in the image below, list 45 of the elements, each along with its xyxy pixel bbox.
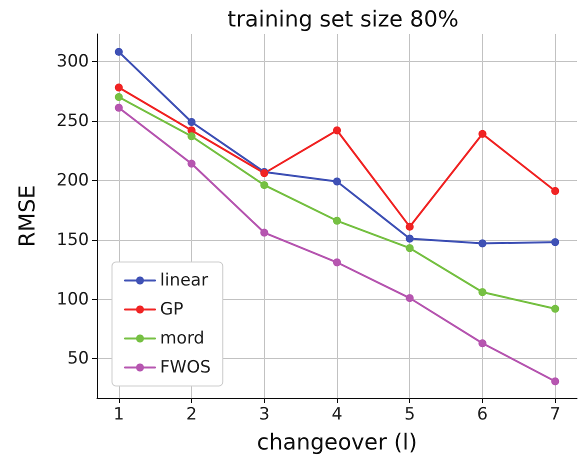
point bbox=[406, 234, 414, 243]
legend-label: mord bbox=[160, 328, 204, 348]
x-tick-label: 7 bbox=[550, 404, 561, 424]
point bbox=[478, 239, 486, 248]
x-tick-label: 6 bbox=[477, 404, 488, 424]
x-tick-label: 4 bbox=[332, 404, 342, 424]
y-tick-label: 100 bbox=[56, 289, 89, 310]
point bbox=[114, 104, 123, 112]
chart-title: training set size 80% bbox=[227, 8, 459, 32]
legend-label: FWOS bbox=[160, 358, 211, 378]
point bbox=[406, 222, 414, 231]
x-tick-label: 1 bbox=[113, 404, 124, 424]
point bbox=[260, 181, 268, 190]
x-tick-label: 3 bbox=[258, 404, 270, 424]
legend-label: GP bbox=[160, 300, 184, 320]
point bbox=[114, 84, 123, 92]
y-axis-title: RMSE bbox=[16, 184, 40, 248]
point bbox=[260, 228, 268, 237]
point bbox=[188, 160, 196, 168]
point bbox=[406, 294, 414, 302]
point bbox=[333, 216, 341, 225]
point bbox=[114, 93, 123, 102]
point bbox=[551, 377, 560, 386]
point bbox=[333, 126, 341, 134]
point bbox=[188, 132, 196, 140]
y-tick-label: 50 bbox=[67, 348, 89, 369]
point bbox=[551, 304, 560, 313]
y-tick-label: 150 bbox=[56, 230, 89, 250]
point bbox=[333, 258, 341, 266]
x-axis-title: changeover (l) bbox=[256, 430, 418, 456]
x-tick-label: 5 bbox=[404, 404, 416, 424]
point bbox=[114, 48, 123, 56]
y-tick-label: 300 bbox=[56, 51, 89, 72]
point bbox=[551, 187, 560, 196]
point bbox=[478, 339, 486, 348]
point bbox=[188, 118, 196, 126]
point bbox=[333, 178, 341, 186]
y-tick-label: 250 bbox=[56, 110, 89, 131]
point bbox=[478, 288, 486, 296]
point bbox=[406, 244, 414, 252]
point bbox=[478, 130, 486, 138]
x-tick-label: 2 bbox=[186, 404, 197, 424]
y-tick-label: 200 bbox=[56, 170, 89, 190]
point bbox=[551, 238, 560, 246]
legend-label: linear bbox=[160, 270, 208, 290]
